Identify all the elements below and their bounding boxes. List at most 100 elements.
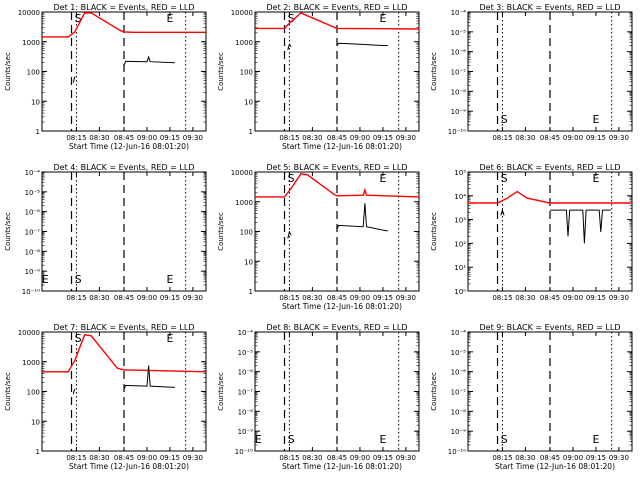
- x-tick-label: 09:15: [373, 134, 393, 142]
- x-tick-label: 09:00: [350, 454, 370, 462]
- x-tick-label: 09:00: [563, 294, 583, 302]
- lld-series-line: [42, 334, 206, 373]
- y-tick-label: 10⁻⁸: [451, 408, 467, 416]
- events-series-line: [550, 209, 611, 244]
- events-series-line: [287, 43, 292, 51]
- x-axis-label: Start Time (12-Jun-16 08:01:20): [282, 302, 402, 311]
- x-tick-label: 09:15: [160, 134, 180, 142]
- x-tick-label: 08:30: [302, 454, 322, 462]
- y-tick-label: 10: [31, 418, 40, 426]
- y-tick-label: 100: [240, 229, 253, 237]
- start-marker-label: S: [288, 172, 295, 185]
- start-marker-label: S: [75, 273, 82, 286]
- x-tick-label: 09:00: [350, 294, 370, 302]
- y-axis-label: Counts/sec: [217, 52, 225, 91]
- events-series-line: [336, 42, 388, 46]
- y-tick-label: 10⁻⁵: [451, 349, 467, 357]
- y-axis-label: Counts/sec: [4, 52, 12, 91]
- events-series-line: [500, 208, 505, 216]
- y-tick-label: 1: [36, 128, 40, 136]
- x-tick-label: 09:15: [586, 134, 606, 142]
- events-series-line: [287, 230, 292, 239]
- x-tick-label: 09:30: [183, 454, 203, 462]
- end-marker-label: E: [166, 12, 173, 25]
- x-tick-label: 08:15: [279, 294, 299, 302]
- y-tick-label: 10000: [231, 9, 253, 17]
- y-tick-label: 10⁻⁸: [238, 408, 254, 416]
- y-tick-label: 10⁻¹⁰: [235, 448, 253, 456]
- y-tick-label: 10⁻⁷: [451, 389, 467, 397]
- x-tick-label: 08:45: [540, 454, 560, 462]
- y-tick-label: 10⁻¹⁰: [448, 128, 466, 136]
- events-series-line: [123, 55, 175, 66]
- y-tick-label: 10: [244, 258, 253, 266]
- chart-panel-4: Det 4: BLACK = Events, RED = LLD 10⁻¹⁰ 10⁻…: [4, 163, 207, 302]
- y-tick-label: 10⁻⁶: [238, 369, 254, 377]
- x-axis-label: Start Time (12-Jun-16 08:01:20): [282, 462, 402, 471]
- end-marker-label: E: [255, 433, 262, 446]
- y-tick-label: 1000: [22, 359, 40, 367]
- x-tick-label: 09:15: [373, 294, 393, 302]
- end-marker-label: E: [379, 172, 386, 185]
- y-axis-label: Counts/sec: [430, 372, 438, 411]
- y-tick-label: 10⁻⁴: [238, 329, 254, 337]
- y-tick-label: 10⁻⁶: [451, 49, 467, 57]
- chart-title: Det 5: BLACK = Events, RED = LLD: [267, 163, 408, 172]
- end-marker-label: E: [379, 12, 386, 25]
- x-tick-label: 09:30: [183, 134, 203, 142]
- y-tick-label: 10⁻⁸: [451, 88, 467, 96]
- events-series-line: [72, 388, 76, 395]
- chart-panel-7: Det 7: BLACK = Events, RED = LLD 1 10 100 10…: [4, 323, 207, 471]
- y-tick-label: 10⁻⁴: [451, 9, 467, 17]
- chart-title: Det 2: BLACK = Events, RED = LLD: [267, 3, 408, 12]
- y-tick-label: 10⁻⁹: [238, 428, 254, 436]
- y-tick-label: 10⁻⁹: [451, 428, 467, 436]
- x-tick-label: 09:00: [137, 134, 157, 142]
- chart-title: Det 1: BLACK = Events, RED = LLD: [54, 3, 195, 12]
- chart-panel-8: Det 8: BLACK = Events, RED = LLD 10⁻¹⁰ 10⁻…: [217, 323, 420, 471]
- x-axis-label: Start Time (12-Jun-16 08:01:20): [282, 142, 402, 151]
- x-tick-label: 08:30: [89, 294, 109, 302]
- start-marker-label: S: [75, 12, 82, 25]
- x-tick-label: 09:30: [609, 454, 629, 462]
- x-tick-label: 08:30: [302, 294, 322, 302]
- events-series-line: [123, 365, 175, 390]
- x-tick-label: 08:45: [114, 454, 134, 462]
- y-tick-label: 100: [240, 69, 253, 77]
- y-tick-label: 10⁻⁹: [25, 268, 41, 276]
- end-marker-label: E: [42, 273, 49, 286]
- y-tick-label: 10⁻⁷: [238, 389, 254, 397]
- x-axis-label: Start Time (12-Jun-16 08:01:20): [69, 462, 189, 471]
- end-marker-label: E: [166, 332, 173, 345]
- chart-panel-3: Det 3: BLACK = Events, RED = LLD 10⁻¹⁰ 10⁻…: [430, 3, 633, 142]
- x-tick-label: 09:30: [396, 294, 416, 302]
- end-marker-label: E: [592, 172, 599, 185]
- start-marker-label: S: [501, 113, 508, 126]
- y-tick-label: 10⁵: [454, 169, 466, 177]
- y-tick-label: 10⁻¹⁰: [22, 288, 40, 296]
- start-marker-label: S: [288, 12, 295, 25]
- chart-title: Det 3: BLACK = Events, RED = LLD: [480, 3, 621, 12]
- y-axis-label: Counts/sec: [4, 372, 12, 411]
- events-series-line: [336, 203, 388, 232]
- y-axis-label: Counts/sec: [217, 372, 225, 411]
- y-tick-label: 10⁻⁹: [451, 108, 467, 116]
- y-tick-label: 10⁻⁵: [451, 29, 467, 37]
- y-tick-label: 10¹: [454, 264, 466, 272]
- lld-series-line: [255, 12, 419, 30]
- start-marker-label: S: [75, 332, 82, 345]
- chart-title: Det 7: BLACK = Events, RED = LLD: [54, 323, 195, 332]
- x-tick-label: 09:30: [183, 294, 203, 302]
- chart-panel-2: Det 2: BLACK = Events, RED = LLD 1 10 100 10…: [217, 3, 420, 151]
- y-tick-label: 1: [249, 128, 253, 136]
- x-tick-label: 09:30: [396, 454, 416, 462]
- chart-title: Det 4: BLACK = Events, RED = LLD: [54, 163, 195, 172]
- x-tick-label: 08:45: [327, 294, 347, 302]
- events-series-line: [72, 76, 76, 83]
- y-tick-label: 10⁰: [454, 288, 466, 296]
- chart-title: Det 8: BLACK = Events, RED = LLD: [267, 323, 408, 332]
- x-tick-label: 08:45: [540, 294, 560, 302]
- chart-panel-9: Det 9: BLACK = Events, RED = LLD 10⁻¹⁰ 10⁻…: [430, 323, 633, 471]
- y-tick-label: 10²: [454, 240, 466, 248]
